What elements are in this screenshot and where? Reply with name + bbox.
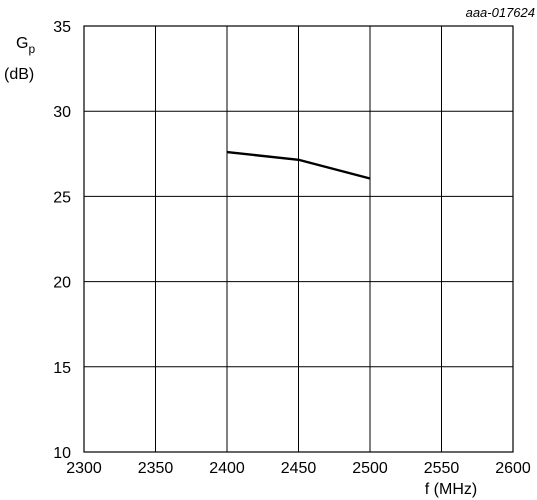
- y-tick-label: 35: [53, 19, 71, 36]
- tick-label-layer: 2300 2350 2400 2450 2500 2550 2600 10 15 20 25 30 35: [53, 19, 531, 477]
- y-tick-label: 10: [53, 445, 71, 462]
- y-tick-label: 20: [53, 275, 71, 292]
- y-axis-label-subscript: p: [28, 42, 35, 56]
- y-tick-label: 25: [53, 189, 71, 206]
- x-tick-label: 2300: [66, 460, 102, 477]
- figure-id-label: aaa-017624: [466, 5, 535, 20]
- plot-frame: [83, 25, 514, 453]
- x-axis-label: f (MHz): [425, 481, 477, 498]
- y-axis-unit-label: (dB): [4, 66, 34, 83]
- series-layer: [226, 150, 371, 180]
- series-line: [226, 150, 371, 180]
- x-tick-label: 2400: [209, 460, 245, 477]
- grid-layer: [83, 25, 514, 453]
- y-axis-label-main: G: [16, 35, 28, 52]
- x-tick-label: 2450: [281, 460, 317, 477]
- x-tick-label: 2550: [424, 460, 460, 477]
- x-tick-label: 2350: [138, 460, 174, 477]
- y-tick-label: 30: [53, 104, 71, 121]
- x-tick-label: 2600: [495, 460, 531, 477]
- x-tick-label: 2500: [352, 460, 388, 477]
- y-axis-label: Gp: [16, 35, 35, 56]
- y-tick-label: 15: [53, 360, 71, 377]
